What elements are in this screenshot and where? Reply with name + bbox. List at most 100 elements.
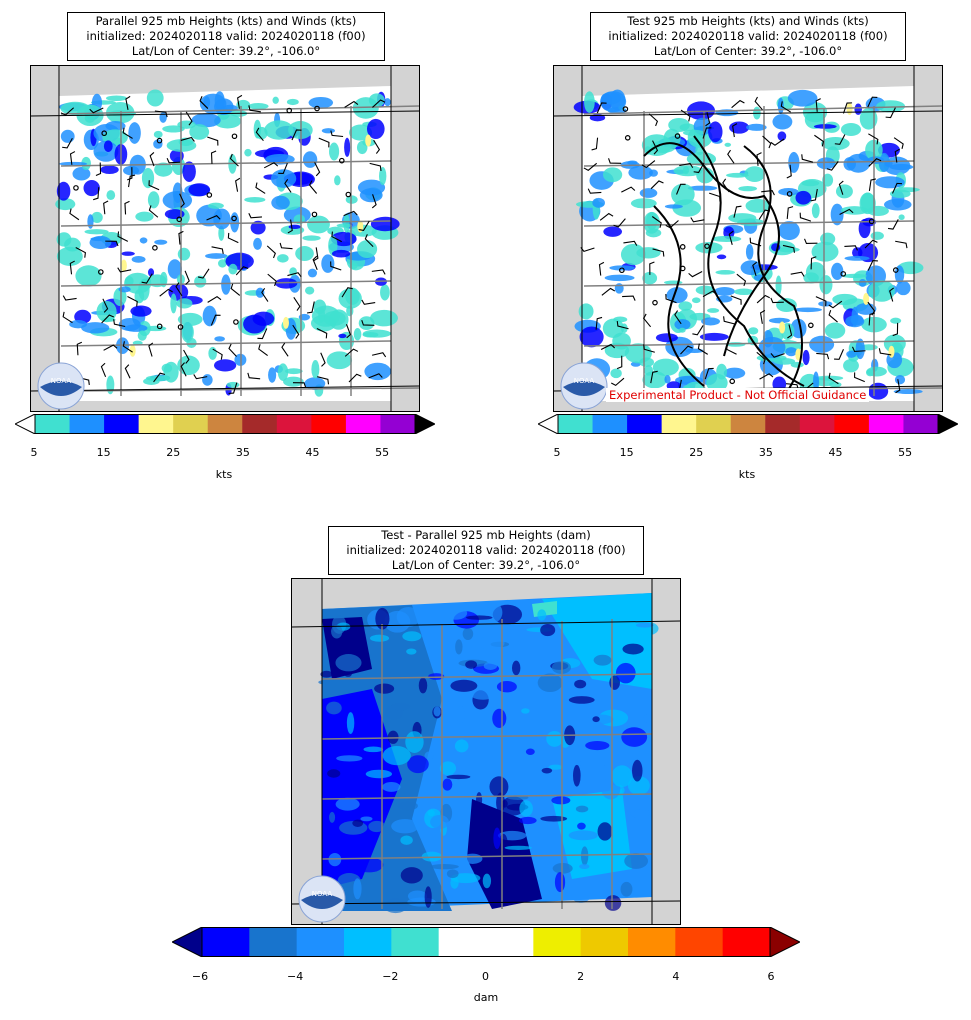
- shading-blob: [540, 815, 568, 822]
- wind-barb: [293, 296, 301, 311]
- shading-blob: [196, 204, 222, 227]
- shading-blob: [277, 254, 289, 263]
- wind-barb: [599, 212, 614, 221]
- shading-blob: [405, 731, 424, 753]
- shading-blob: [682, 166, 690, 175]
- shading-blob: [593, 654, 612, 666]
- shading-blob: [428, 673, 445, 680]
- shading-blob: [456, 706, 465, 724]
- parallel-wind-map: NOAA: [30, 65, 420, 412]
- parallel-title-line2: initialized: 2024020118 valid: 202402011…: [86, 29, 366, 43]
- colorbar-swatch: [344, 927, 392, 957]
- wind-barb: [62, 311, 73, 324]
- shading-blob: [816, 157, 836, 170]
- shading-blob: [824, 322, 846, 339]
- shading-blob: [103, 140, 113, 152]
- wind-barb: [616, 355, 623, 370]
- colorbar-tick-label: 45: [828, 446, 843, 459]
- shading-blob: [622, 643, 644, 655]
- shading-blob: [568, 696, 595, 704]
- difference-title-line1: Test - Parallel 925 mb Heights (dam): [381, 528, 591, 542]
- wind-barb: [600, 343, 616, 351]
- wind-barb: [864, 239, 878, 249]
- shading-blob: [450, 679, 478, 692]
- colorbar-swatch: [438, 927, 487, 957]
- shading-blob: [139, 237, 148, 244]
- shading-blob: [884, 198, 912, 211]
- shading-blob: [579, 326, 604, 348]
- shading-blob: [888, 345, 895, 358]
- shading-blob: [391, 819, 419, 834]
- shading-blob: [687, 185, 718, 191]
- shading-blob: [284, 368, 303, 375]
- shading-blob: [205, 253, 228, 259]
- shading-blob: [402, 631, 422, 642]
- shading-blob: [141, 167, 155, 189]
- shading-blob: [876, 100, 906, 113]
- wind-barb: [312, 255, 318, 271]
- wind-barb: [622, 295, 636, 301]
- shading-blob: [894, 265, 905, 284]
- shading-blob: [328, 235, 338, 256]
- shading-blob: [809, 335, 835, 353]
- shading-blob: [59, 161, 88, 166]
- shading-blob: [854, 103, 862, 115]
- shading-blob: [334, 175, 341, 186]
- wind-barb: [292, 324, 300, 339]
- shading-blob: [548, 764, 563, 770]
- shading-blob: [462, 627, 474, 641]
- shading-blob: [407, 755, 429, 774]
- shading-blob: [671, 183, 695, 206]
- shading-blob: [430, 814, 449, 830]
- wind-barb: [810, 188, 818, 202]
- wind-barb: [674, 310, 682, 325]
- wind-barb: [785, 383, 799, 390]
- calm-wind-marker: [233, 319, 239, 325]
- shading-blob: [685, 348, 704, 354]
- wind-barb: [193, 374, 208, 380]
- wind-barb: [159, 288, 173, 297]
- wind-barb: [153, 372, 166, 383]
- shading-blob: [362, 329, 392, 338]
- wind-barb: [128, 174, 136, 188]
- wind-barb: [235, 177, 241, 192]
- wind-barb: [207, 295, 222, 303]
- wind-barb: [680, 345, 693, 355]
- wind-barb: [790, 271, 805, 277]
- wind-barb: [211, 246, 224, 255]
- wind-barb: [266, 245, 276, 259]
- wind-barb: [100, 362, 107, 378]
- shading-blob: [363, 746, 384, 753]
- shading-blob: [604, 895, 622, 911]
- test-title-line2: initialized: 2024020118 valid: 202402011…: [608, 29, 888, 43]
- wind-barb: [697, 343, 709, 355]
- calm-wind-marker: [679, 244, 686, 250]
- shading-blob: [896, 280, 911, 296]
- shading-blob: [831, 262, 844, 281]
- wind-barb: [148, 342, 154, 357]
- shading-blob: [668, 117, 690, 133]
- shading-blob: [483, 661, 498, 671]
- shading-blob: [592, 716, 600, 723]
- shading-blob: [446, 869, 459, 879]
- shading-blob: [851, 306, 859, 327]
- shading-blob: [344, 137, 351, 157]
- wind-barb: [756, 152, 762, 166]
- shading-blob: [627, 776, 650, 795]
- shading-blob: [819, 275, 833, 295]
- shading-blob: [585, 740, 610, 751]
- wind-barb: [891, 182, 903, 194]
- test-title-line3: Lat/Lon of Center: 39.2°, -106.0°: [653, 44, 843, 58]
- parallel-colorbar: [15, 414, 435, 434]
- shading-blob: [338, 333, 347, 339]
- colorbar-tick-label: 6: [767, 970, 775, 983]
- shading-blob: [202, 374, 213, 386]
- shading-blob: [890, 317, 902, 324]
- shading-blob: [482, 873, 492, 889]
- parallel-county-lines: [60, 105, 419, 396]
- wind-barb: [611, 377, 625, 387]
- colorbar-frame: [557, 414, 939, 434]
- calm-wind-marker: [704, 243, 710, 249]
- wind-barb: [786, 164, 792, 179]
- wind-barb: [895, 240, 908, 249]
